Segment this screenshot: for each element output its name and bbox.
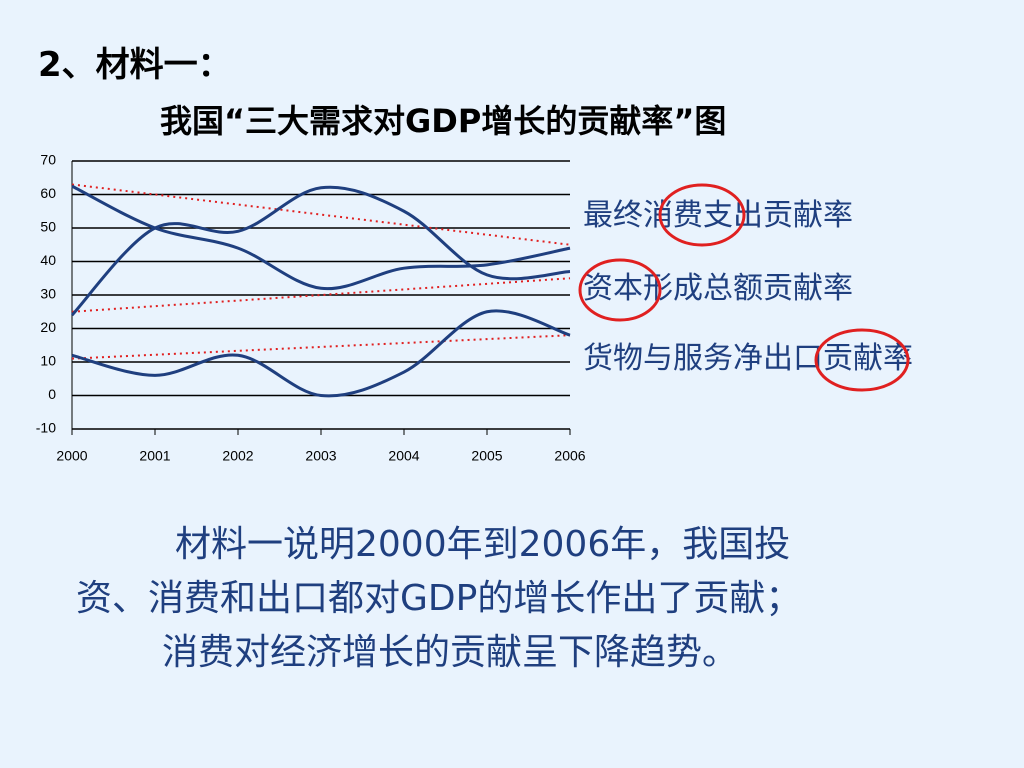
trend-line xyxy=(71,334,571,360)
plot: -10 0 10 20 30 40 50 60 70 2000 2001 2002 2003 2004 20… xyxy=(36,152,586,464)
trend-line xyxy=(71,277,571,313)
x-tick-label: 2000 xyxy=(56,448,87,464)
highlight-circle xyxy=(658,183,746,247)
x-tick-label: 2006 xyxy=(554,448,585,464)
legend-label: 货物与服务净出口贡献率 xyxy=(583,341,913,376)
y-tick-label: 50 xyxy=(40,219,56,235)
body-text: 资、消费和出口都对GDP的增长作出了贡献； xyxy=(76,578,801,619)
series-line xyxy=(71,309,571,398)
series-line xyxy=(70,185,571,317)
body-text: 材料一说明2000年到2006年，我国投 xyxy=(175,524,790,565)
legend-label: 资本形成总额贡献率 xyxy=(583,271,853,306)
y-tick-label: -10 xyxy=(36,420,56,436)
y-tick-label: 60 xyxy=(40,185,56,201)
y-tick-label: 30 xyxy=(40,286,56,302)
legend-label: 最终消费支出贡献率 xyxy=(583,198,853,233)
body-text: 消费对经济增长的贡献呈下降趋势。 xyxy=(162,632,738,673)
chart-title: 我国“三大需求对GDP增长的贡献率”图 xyxy=(160,102,726,140)
y-tick-label: 40 xyxy=(40,252,56,268)
heading: 2、材料一： xyxy=(38,45,232,85)
x-tick-label: 2001 xyxy=(139,448,170,464)
highlight-circle xyxy=(814,328,910,392)
y-tick-label: 0 xyxy=(48,386,56,402)
y-tick-label: 10 xyxy=(40,353,56,369)
y-tick-label: 70 xyxy=(40,152,56,168)
x-tick-label: 2005 xyxy=(471,448,502,464)
x-tick-label: 2002 xyxy=(222,448,253,464)
x-tick-label: 2003 xyxy=(305,448,336,464)
highlight-circle xyxy=(578,258,662,322)
x-tick-label: 2004 xyxy=(388,448,419,464)
y-tick-label: 20 xyxy=(40,319,56,335)
